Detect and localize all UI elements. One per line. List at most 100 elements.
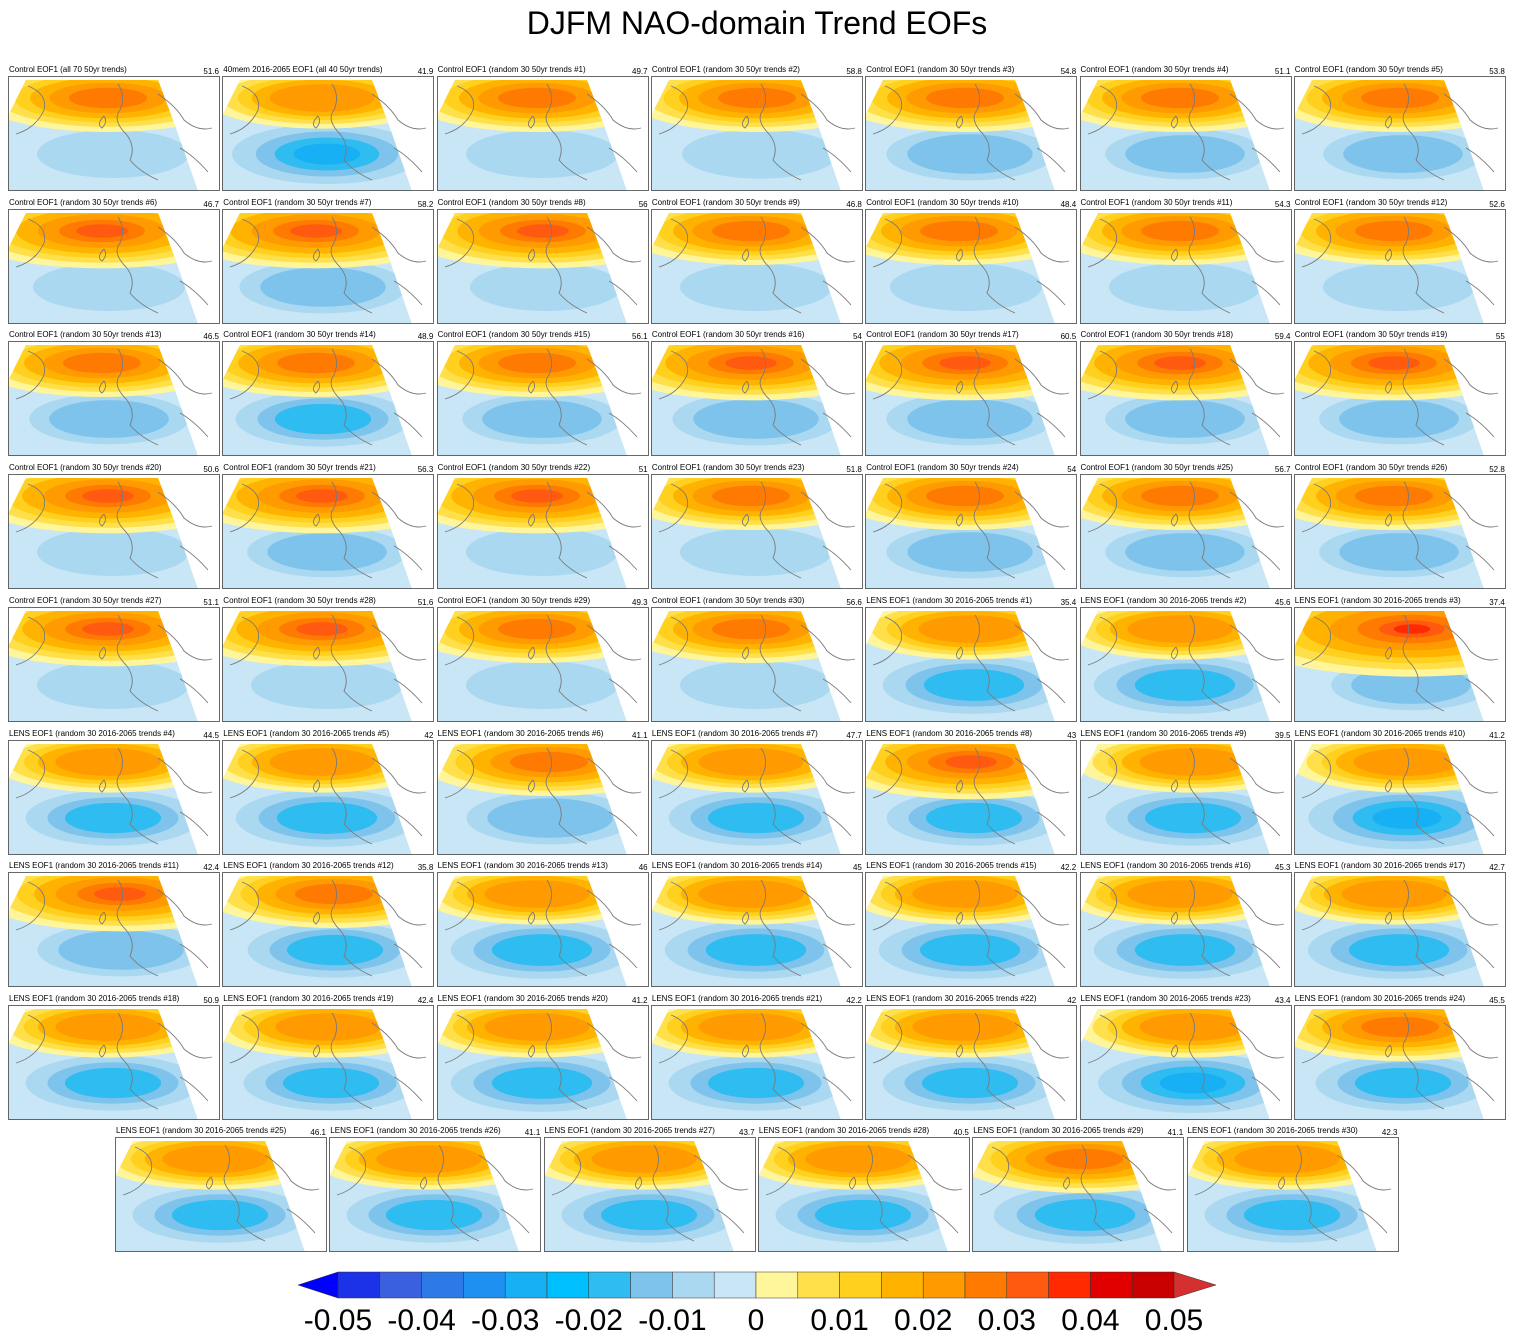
eof-map bbox=[8, 1004, 220, 1120]
panel-variance: 46.7 bbox=[203, 199, 219, 209]
colorbar-box bbox=[922, 1271, 966, 1299]
eof-panel: Control EOF1 (random 30 50yr trends #30)… bbox=[650, 595, 863, 723]
panel-caption: LENS EOF1 (random 30 2016-2065 trends #2… bbox=[544, 1125, 756, 1137]
panel-caption: LENS EOF1 (random 30 2016-2065 trends #2… bbox=[1080, 993, 1292, 1005]
eof-map bbox=[222, 739, 435, 855]
panel-label: LENS EOF1 (random 30 2016-2065 trends #1… bbox=[9, 861, 179, 871]
eof-panel: LENS EOF1 (random 30 2016-2065 trends #1… bbox=[1293, 860, 1506, 988]
panel-label: Control EOF1 (random 30 50yr trends #23) bbox=[651, 463, 805, 473]
panel-variance: 55 bbox=[1495, 332, 1505, 342]
eof-map bbox=[757, 1137, 970, 1252]
panel-caption: LENS EOF1 (random 30 2016-2065 trends #1… bbox=[865, 860, 1077, 872]
eof-panel: Control EOF1 (random 30 50yr trends #24)… bbox=[865, 462, 1078, 590]
panel-caption: Control EOF1 (random 30 50yr trends #5) 5… bbox=[1294, 64, 1506, 76]
eof-map bbox=[1293, 208, 1506, 324]
colorbar-tick-label: -0.01 bbox=[638, 1304, 706, 1337]
panel-caption: LENS EOF1 (random 30 2016-2065 trends #1… bbox=[437, 860, 649, 872]
colorbar-box bbox=[964, 1271, 1008, 1299]
coastline-outline bbox=[1087, 614, 1284, 712]
eof-map bbox=[436, 872, 649, 988]
colorbar-tick-label: -0.04 bbox=[387, 1304, 455, 1337]
coastline-outline bbox=[873, 83, 1070, 181]
eof-panel: LENS EOF1 (random 30 2016-2065 trends #1… bbox=[222, 993, 435, 1121]
coastline-outline bbox=[15, 83, 213, 181]
coastline-outline bbox=[230, 216, 427, 314]
eof-panel: Control EOF1 (random 30 50yr trends #23)… bbox=[650, 462, 863, 590]
panel-variance: 41.1 bbox=[1167, 1128, 1184, 1137]
panel-label: Control EOF1 (random 30 50yr trends #7) bbox=[223, 197, 372, 207]
eof-panel: Control EOF1 (random 30 50yr trends #19)… bbox=[1293, 329, 1506, 457]
colorbar-box bbox=[630, 1271, 673, 1299]
coastline-outline bbox=[444, 481, 641, 579]
eof-map bbox=[8, 606, 220, 722]
eof-panel: LENS EOF1 (random 30 2016-2065 trends #2… bbox=[1079, 993, 1292, 1121]
coastline-outline bbox=[1087, 216, 1284, 314]
eof-panel: Control EOF1 (random 30 50yr trends #2) 5… bbox=[650, 64, 863, 192]
panel-variance: 56.6 bbox=[846, 597, 862, 607]
panel-label: Control EOF1 (random 30 50yr trends #25) bbox=[1080, 463, 1234, 473]
eof-panel: LENS EOF1 (random 30 2016-2065 trends #1… bbox=[1293, 728, 1506, 856]
panel-label: Control EOF1 (random 30 50yr trends #26) bbox=[1294, 463, 1448, 473]
eof-map bbox=[1079, 208, 1292, 324]
eof-map bbox=[1293, 341, 1506, 457]
eof-map bbox=[436, 208, 649, 324]
panel-variance: 52.6 bbox=[1489, 199, 1505, 209]
coastline-outline bbox=[1087, 83, 1284, 181]
coastline-outline bbox=[980, 1144, 1177, 1242]
coastline-outline bbox=[122, 1144, 320, 1242]
eof-panel: Control EOF1 (random 30 50yr trends #13)… bbox=[8, 329, 220, 457]
panel-variance: 35.4 bbox=[1060, 597, 1077, 607]
eof-map bbox=[1079, 76, 1292, 191]
panel-label: Control EOF1 (random 30 50yr trends #21) bbox=[223, 463, 376, 473]
eof-map bbox=[222, 341, 435, 457]
eof-panel: Control EOF1 (random 30 50yr trends #10)… bbox=[865, 197, 1078, 325]
panel-label: 40mem 2016-2065 EOF1 (all 40 50yr trends… bbox=[223, 65, 383, 74]
eof-panel: Control EOF1 (random 30 50yr trends #6) 4… bbox=[8, 197, 220, 325]
panel-label: LENS EOF1 (random 30 2016-2065 trends #2… bbox=[544, 1126, 715, 1135]
eof-panel: LENS EOF1 (random 30 2016-2065 trends #1… bbox=[436, 860, 649, 988]
panel-variance: 52.8 bbox=[1489, 465, 1505, 475]
coastline-outline bbox=[658, 216, 856, 314]
colorbar-tick-label: 0.01 bbox=[810, 1304, 868, 1337]
eof-panel: LENS EOF1 (random 30 2016-2065 trends #1… bbox=[650, 860, 863, 988]
eof-panel: LENS EOF1 (random 30 2016-2065 trends #6… bbox=[436, 728, 649, 856]
panel-variance: 42 bbox=[424, 730, 434, 740]
panel-variance: 41.2 bbox=[632, 995, 648, 1005]
eof-map bbox=[222, 1004, 435, 1120]
panel-variance: 37.4 bbox=[1489, 597, 1505, 607]
coastline-outline bbox=[230, 349, 427, 446]
panel-caption: Control EOF1 (random 30 50yr trends #14)… bbox=[222, 329, 434, 341]
eof-map bbox=[222, 76, 435, 191]
colorbar-box bbox=[379, 1271, 422, 1299]
panel-variance: 51.8 bbox=[846, 465, 862, 475]
eof-map bbox=[436, 76, 649, 191]
coastline-outline bbox=[551, 1144, 748, 1242]
panel-caption: LENS EOF1 (random 30 2016-2065 trends #2… bbox=[865, 993, 1077, 1005]
coastline-outline bbox=[658, 1012, 856, 1110]
colorbar-tick-label: 0 bbox=[748, 1304, 765, 1337]
panel-label: Control EOF1 (random 30 50yr trends #18) bbox=[1080, 330, 1234, 340]
panel-caption: LENS EOF1 (random 30 2016-2065 trends #3… bbox=[1187, 1125, 1399, 1137]
panel-variance: 42.4 bbox=[417, 995, 434, 1005]
coastline-outline bbox=[658, 747, 856, 844]
panel-label: Control EOF1 (random 30 50yr trends #4) bbox=[1080, 65, 1229, 74]
panel-caption: Control EOF1 (random 30 50yr trends #1) 4… bbox=[437, 64, 649, 76]
panel-caption: LENS EOF1 (random 30 2016-2065 trends #7… bbox=[651, 728, 863, 740]
panel-variance: 42.7 bbox=[1489, 863, 1505, 873]
coastline-outline bbox=[230, 83, 427, 181]
colorbar-box bbox=[672, 1271, 715, 1299]
eof-panel: LENS EOF1 (random 30 2016-2065 trends #1… bbox=[222, 860, 435, 988]
coastline-outline bbox=[658, 614, 856, 712]
panel-variance: 51.6 bbox=[203, 67, 219, 76]
panel-label: LENS EOF1 (random 30 2016-2065 trends #2… bbox=[651, 993, 823, 1003]
colorbar-box bbox=[1048, 1271, 1091, 1299]
coastline-outline bbox=[658, 481, 856, 579]
coastline-outline bbox=[658, 83, 856, 181]
eof-panel: Control EOF1 (random 30 50yr trends #1) 4… bbox=[436, 64, 649, 192]
coastline-outline bbox=[1194, 1144, 1391, 1242]
coastline-outline bbox=[1301, 1012, 1498, 1110]
panel-label: LENS EOF1 (random 30 2016-2065 trends #2… bbox=[330, 1126, 501, 1135]
panel-label: Control EOF1 (random 30 50yr trends #20) bbox=[9, 463, 162, 473]
panel-variance: 51.1 bbox=[203, 597, 219, 607]
coastline-outline bbox=[444, 747, 641, 844]
